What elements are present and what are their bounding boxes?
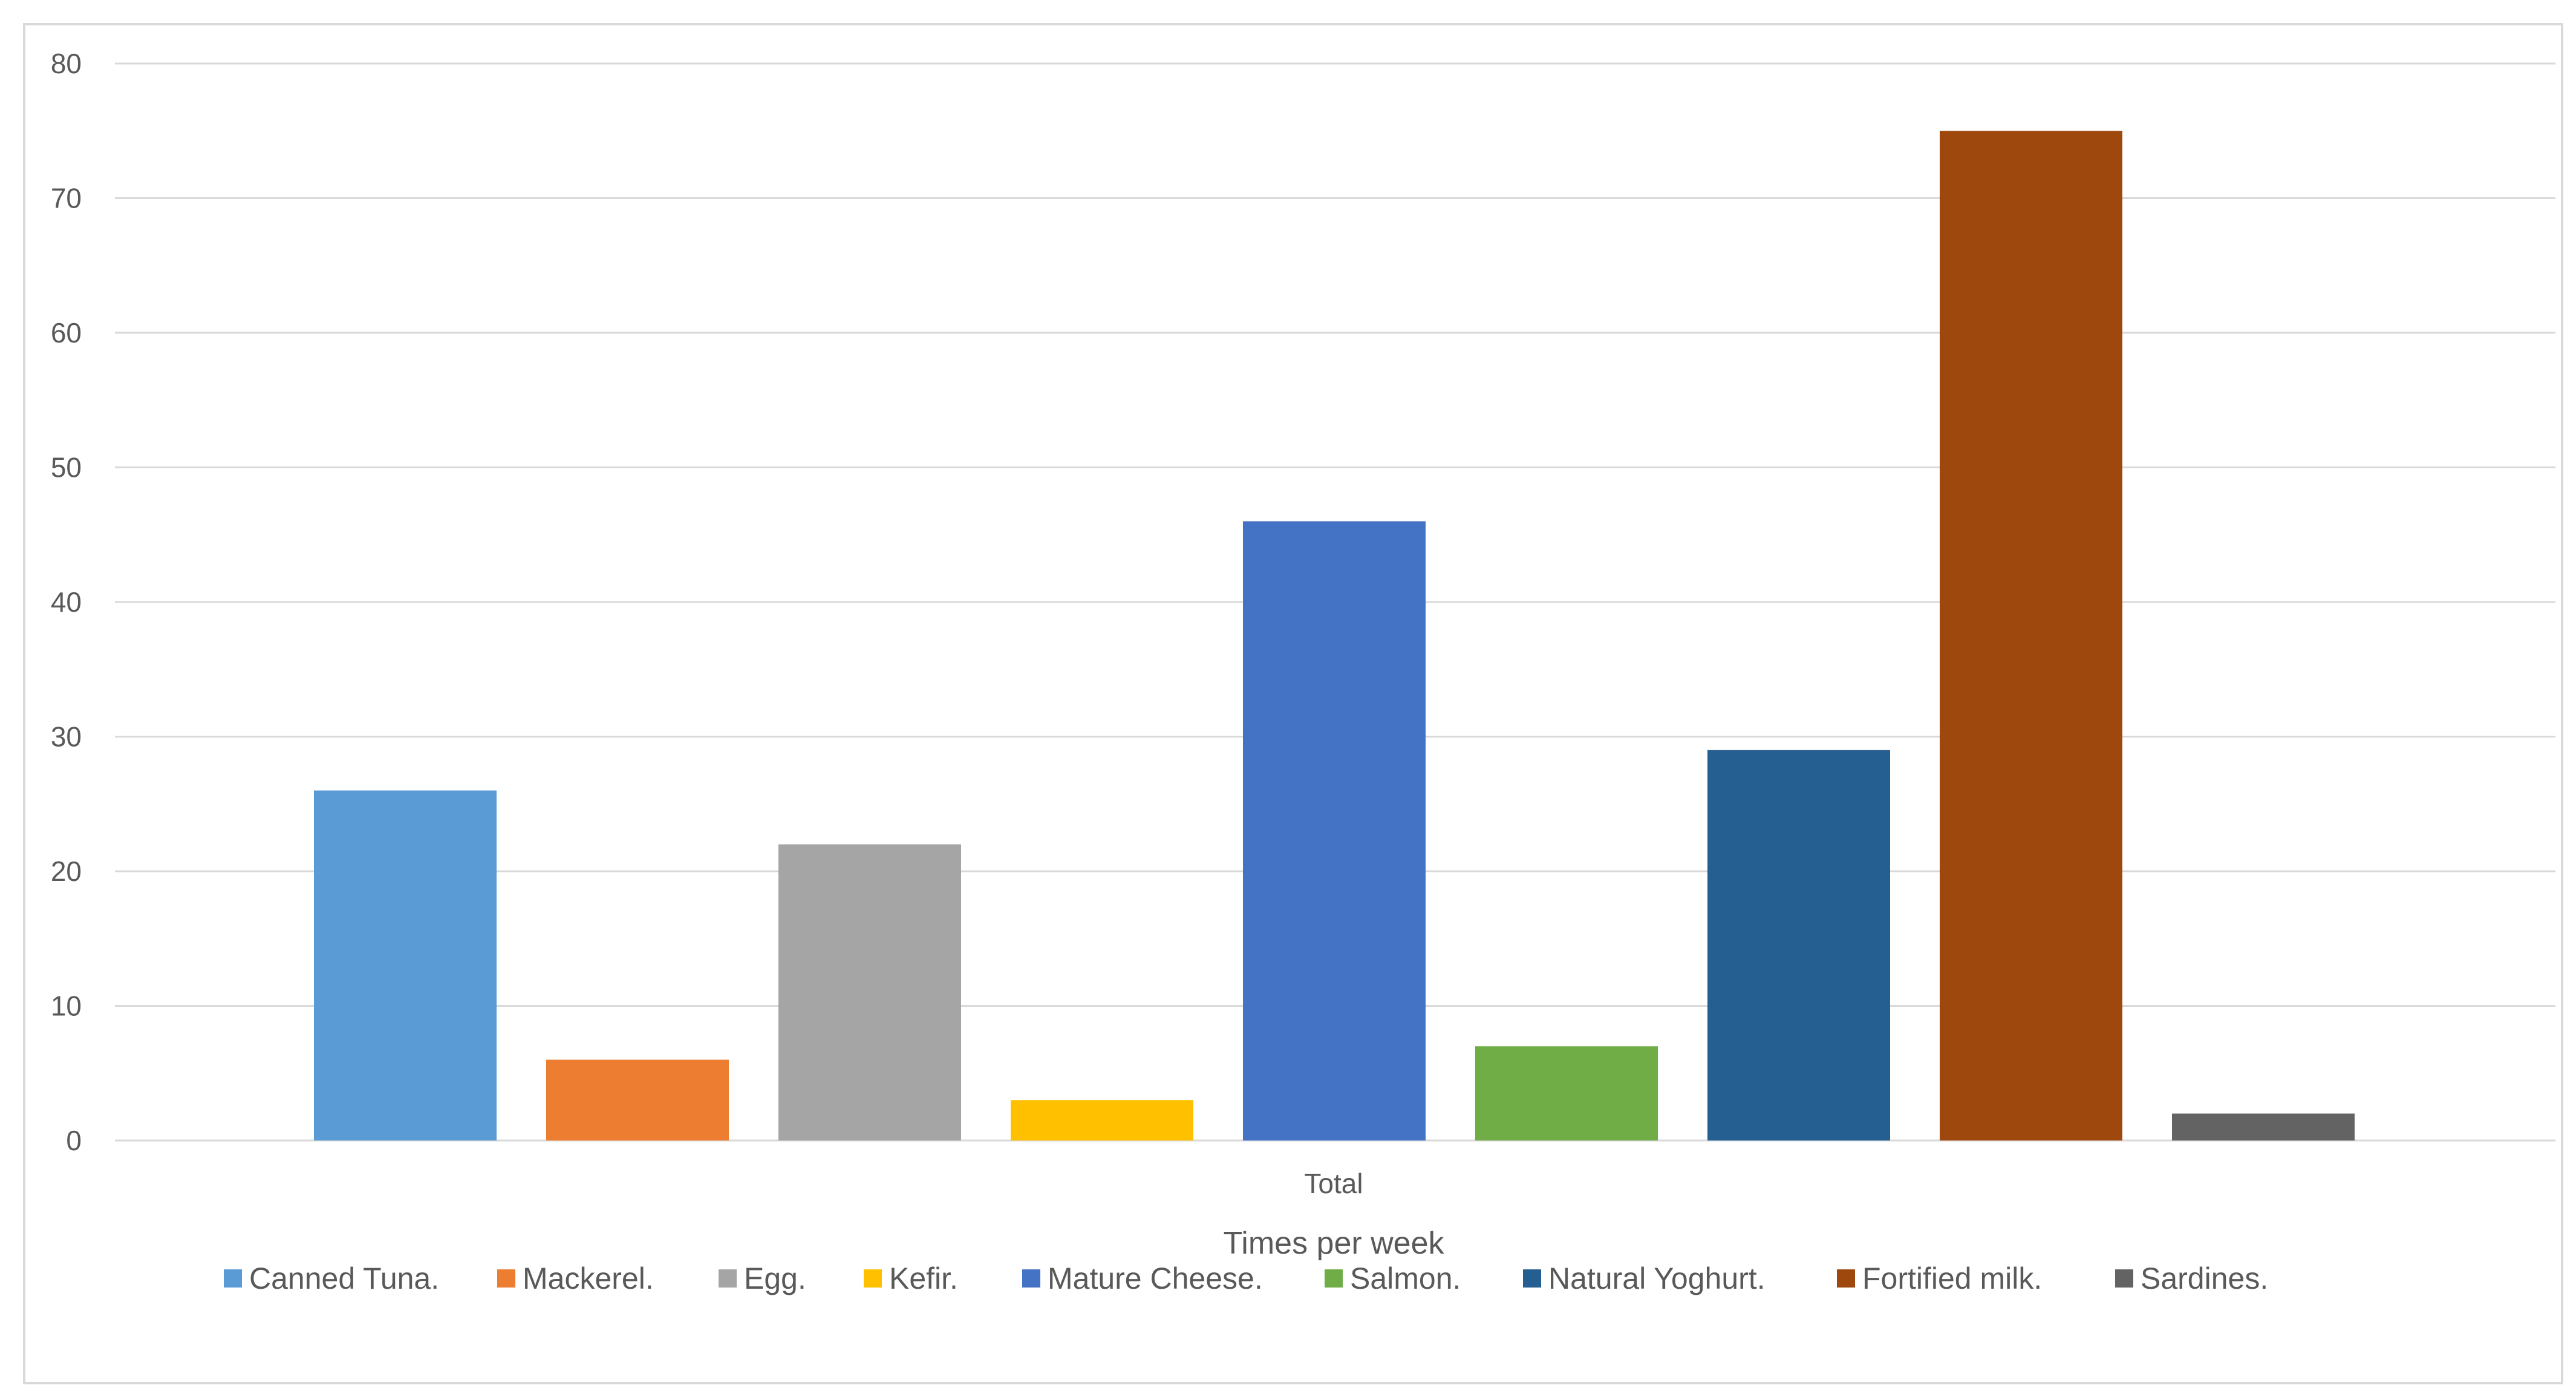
bar (1243, 521, 1426, 1140)
legend-swatch (2115, 1269, 2133, 1288)
legend-swatch (497, 1269, 515, 1288)
legend-swatch (224, 1269, 242, 1288)
y-tick-label: 30 (51, 721, 82, 753)
bar (314, 790, 497, 1140)
bars (314, 131, 2355, 1140)
y-tick-label: 40 (51, 586, 82, 618)
bar (1940, 131, 2122, 1140)
legend-label: Natural Yoghurt. (1548, 1261, 1766, 1295)
gridlines (115, 62, 2555, 1142)
x-axis-title: Times per week (1223, 1226, 1444, 1261)
legend-swatch (1325, 1269, 1343, 1288)
legend-swatch (1022, 1269, 1040, 1288)
legend-label: Canned Tuna. (249, 1261, 439, 1295)
y-tick-label: 20 (51, 856, 82, 887)
legend-label: Kefir. (889, 1261, 958, 1295)
bar (778, 844, 961, 1140)
legend-label: Egg. (744, 1261, 806, 1295)
legend-label: Mature Cheese. (1048, 1261, 1263, 1295)
bar (1475, 1046, 1658, 1140)
legend-swatch (1837, 1269, 1855, 1288)
y-tick-label: 80 (51, 48, 82, 79)
legend: Canned Tuna. Mackerel. Egg. Kefir. Mature Ch… (224, 1261, 2268, 1295)
y-tick-label: 60 (51, 317, 82, 348)
legend-label: Sardines. (2141, 1261, 2268, 1295)
y-tick-label: 50 (51, 452, 82, 483)
x-axis-categories: Total (1304, 1168, 1363, 1199)
legend-label: Salmon. (1350, 1261, 1461, 1295)
legend-label: Fortified milk. (1862, 1261, 2042, 1295)
y-tick-label: 0 (66, 1125, 82, 1156)
y-tick-label: 10 (51, 990, 82, 1022)
bar (2172, 1113, 2355, 1140)
y-tick-label: 70 (51, 183, 82, 214)
bar (1011, 1100, 1193, 1140)
bar (546, 1059, 729, 1140)
y-axis-ticks: 0 10 20 30 40 50 60 70 80 (51, 48, 82, 1156)
legend-swatch (719, 1269, 737, 1288)
bar (1707, 750, 1890, 1140)
legend-swatch (1523, 1269, 1541, 1288)
legend-swatch (864, 1269, 882, 1288)
legend-label: Mackerel. (523, 1261, 654, 1295)
x-category-label: Total (1304, 1168, 1363, 1199)
